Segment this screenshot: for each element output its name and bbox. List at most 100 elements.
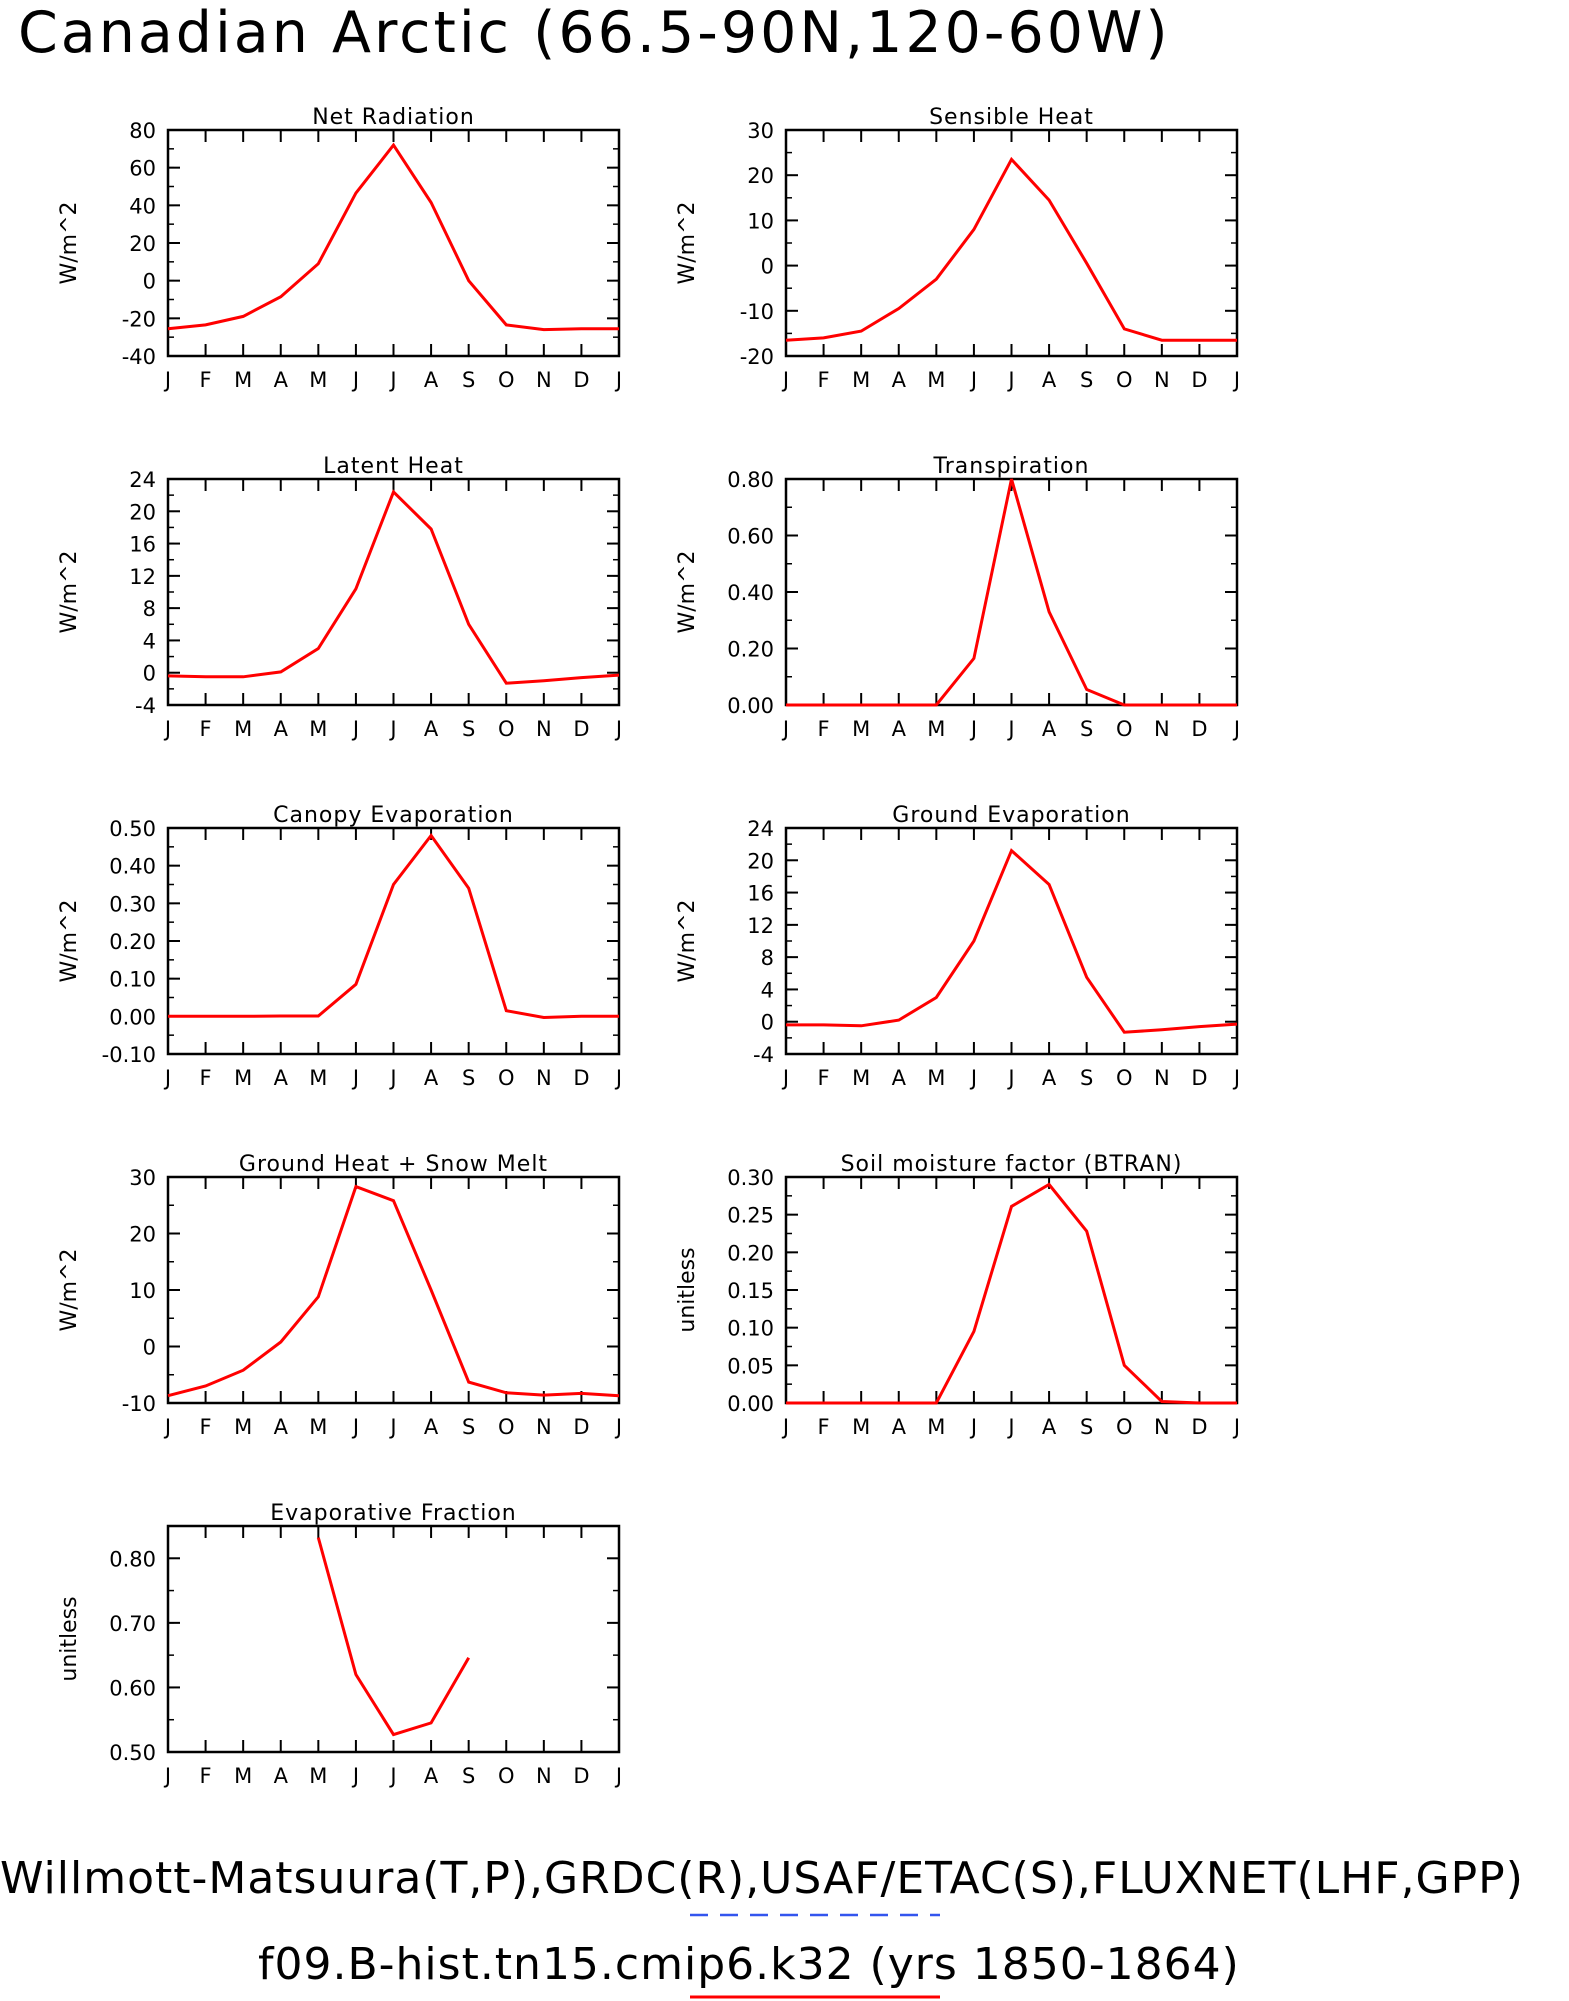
x-tick-label: J <box>163 717 171 741</box>
x-tick-label: D <box>1191 717 1207 741</box>
chart-title: Ground Evaporation <box>892 803 1130 828</box>
plot-frame <box>166 477 621 707</box>
x-tick-label: J <box>351 717 359 741</box>
y-tick-label: 0.80 <box>727 468 774 492</box>
x-tick-label: O <box>498 717 515 741</box>
y-tick-label: 40 <box>129 194 156 218</box>
x-tick-label: O <box>1116 368 1133 392</box>
x-tick-label: M <box>852 1415 870 1439</box>
y-tick-label: 20 <box>747 164 774 188</box>
x-tick-label: J <box>781 1415 789 1439</box>
x-tick-label: J <box>781 1066 789 1090</box>
x-tick-label: S <box>462 1066 475 1090</box>
y-tick-label: 20 <box>129 500 156 524</box>
x-tick-label: S <box>462 368 475 392</box>
y-tick-label: 0.70 <box>109 1612 156 1636</box>
x-tick-label: J <box>388 1764 396 1788</box>
x-tick-label: O <box>498 368 515 392</box>
x-tick-label: M <box>309 1066 327 1090</box>
model-series-line <box>167 489 620 685</box>
x-tick-label: A <box>892 1415 907 1439</box>
x-tick-label: O <box>498 1415 515 1439</box>
y-tick-label: 24 <box>129 468 156 492</box>
x-tick-label: J <box>614 717 622 741</box>
x-tick-label: J <box>969 1415 977 1439</box>
x-tick-label: J <box>969 1066 977 1090</box>
y-tick-label: 4 <box>761 978 774 1002</box>
y-tick-label: 0.60 <box>109 1676 156 1700</box>
y-axis-label: W/m^2 <box>57 899 82 982</box>
x-tick-label: J <box>614 1066 622 1090</box>
y-tick-label: 0.50 <box>109 1741 156 1765</box>
x-tick-label: O <box>1116 1415 1133 1439</box>
x-tick-label: M <box>234 1415 252 1439</box>
model-series-line <box>786 478 1237 707</box>
x-tick-label: M <box>234 1066 252 1090</box>
y-tick-label: 0.00 <box>727 1392 774 1416</box>
x-tick-label: J <box>1006 368 1014 392</box>
x-tick-label: M <box>234 1764 252 1788</box>
y-tick-label: 0.15 <box>727 1279 774 1303</box>
figure-title: Canadian Arctic (66.5-90N,120-60W) <box>18 0 1171 66</box>
y-tick-label: 0.30 <box>109 892 156 916</box>
x-tick-label: J <box>1232 1066 1240 1090</box>
x-tick-label: M <box>309 1764 327 1788</box>
x-tick-label: N <box>536 368 552 392</box>
y-tick-label: 0 <box>143 1336 156 1360</box>
x-tick-label: F <box>200 1066 212 1090</box>
y-tick-label: 30 <box>747 119 774 143</box>
y-axis-label: unitless <box>57 1596 82 1681</box>
y-tick-label: -20 <box>122 307 156 331</box>
y-axis-label: unitless <box>675 1247 700 1332</box>
y-tick-label: -40 <box>122 345 156 369</box>
y-axis-label: W/m^2 <box>675 899 700 982</box>
x-tick-label: J <box>614 368 622 392</box>
y-tick-label: -10 <box>122 1392 156 1416</box>
x-tick-label: F <box>818 1066 830 1090</box>
x-tick-label: A <box>892 1066 907 1090</box>
x-tick-label: S <box>1080 1066 1093 1090</box>
y-tick-label: -4 <box>135 694 156 718</box>
x-tick-label: A <box>274 1066 289 1090</box>
plot-frame <box>166 826 621 1056</box>
x-tick-label: O <box>1116 717 1133 741</box>
x-tick-label: J <box>781 717 789 741</box>
y-tick-label: 24 <box>747 817 774 841</box>
x-tick-label: J <box>614 1764 622 1788</box>
x-tick-label: F <box>818 1415 830 1439</box>
x-tick-label: J <box>969 368 977 392</box>
x-tick-label: J <box>351 368 359 392</box>
y-tick-label: 0.20 <box>727 1241 774 1265</box>
y-tick-label: 0 <box>761 255 774 279</box>
x-tick-label: A <box>424 717 439 741</box>
x-tick-label: M <box>309 1415 327 1439</box>
x-tick-label: N <box>536 1764 552 1788</box>
y-tick-label: 20 <box>747 849 774 873</box>
x-tick-label: J <box>388 368 396 392</box>
plot-frame <box>784 477 1239 707</box>
x-tick-label: M <box>852 717 870 741</box>
x-tick-label: N <box>536 717 552 741</box>
model-series-line <box>786 1182 1237 1405</box>
x-tick-label: A <box>274 368 289 392</box>
chart-title: Ground Heat + Snow Melt <box>239 1152 548 1177</box>
x-tick-label: J <box>351 1764 359 1788</box>
chart-title: Sensible Heat <box>929 105 1094 130</box>
y-tick-label: 0 <box>143 662 156 686</box>
y-tick-label: 12 <box>129 565 156 589</box>
x-tick-label: M <box>927 1066 945 1090</box>
x-tick-label: O <box>498 1764 515 1788</box>
y-tick-label: 0 <box>143 270 156 294</box>
x-tick-label: D <box>1191 368 1207 392</box>
y-axis-label: W/m^2 <box>57 201 82 284</box>
x-tick-label: F <box>818 368 830 392</box>
x-tick-label: M <box>309 368 327 392</box>
x-tick-label: S <box>462 717 475 741</box>
x-tick-label: F <box>200 368 212 392</box>
